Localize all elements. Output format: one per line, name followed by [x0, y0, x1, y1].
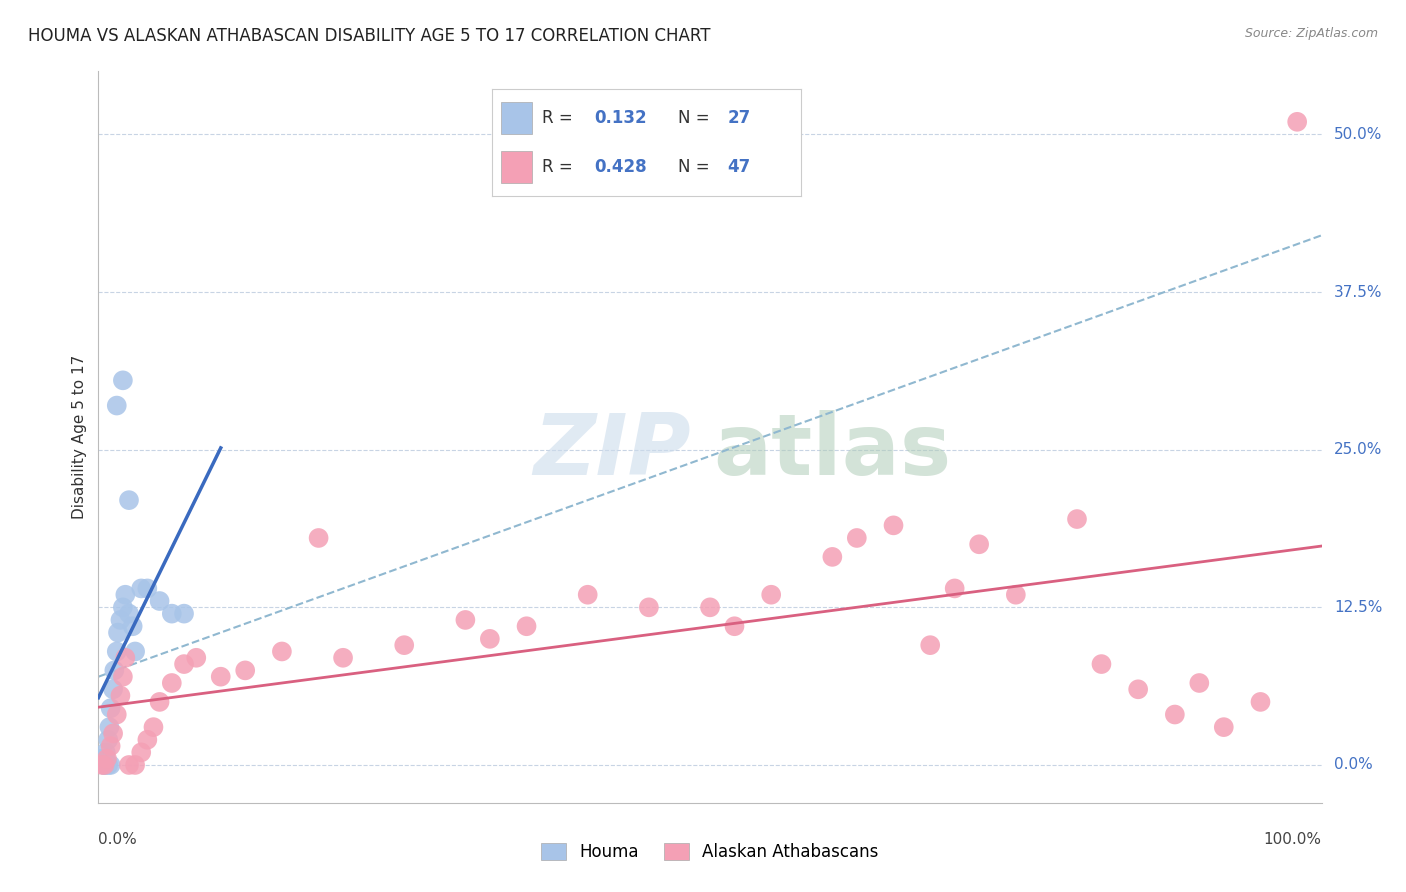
- Point: [821, 549, 844, 564]
- Point: [967, 537, 990, 551]
- Point: [101, 726, 124, 740]
- Point: [105, 707, 128, 722]
- Point: [142, 720, 165, 734]
- Text: 100.0%: 100.0%: [1264, 832, 1322, 847]
- Point: [478, 632, 501, 646]
- Point: [1286, 115, 1309, 129]
- Point: [111, 600, 134, 615]
- Point: [129, 745, 152, 759]
- Point: [118, 493, 141, 508]
- Text: N =: N =: [678, 109, 709, 127]
- Point: [91, 752, 114, 766]
- Point: [920, 638, 942, 652]
- FancyBboxPatch shape: [502, 152, 533, 184]
- Point: [93, 758, 115, 772]
- Point: [97, 732, 120, 747]
- Text: 27: 27: [727, 109, 751, 127]
- Point: [111, 373, 134, 387]
- Point: [94, 745, 117, 759]
- Point: [97, 758, 120, 772]
- Text: R =: R =: [541, 109, 572, 127]
- Text: HOUMA VS ALASKAN ATHABASCAN DISABILITY AGE 5 TO 17 CORRELATION CHART: HOUMA VS ALASKAN ATHABASCAN DISABILITY A…: [28, 27, 710, 45]
- Point: [114, 650, 136, 665]
- Point: [209, 670, 232, 684]
- Point: [1128, 682, 1150, 697]
- Text: 25.0%: 25.0%: [1334, 442, 1382, 458]
- Text: Source: ZipAtlas.com: Source: ZipAtlas.com: [1244, 27, 1378, 40]
- Point: [233, 664, 256, 678]
- Legend: Houma, Alaskan Athabascans: Houma, Alaskan Athabascans: [534, 836, 886, 868]
- Point: [105, 399, 128, 413]
- Point: [101, 682, 124, 697]
- Text: 47: 47: [727, 159, 751, 177]
- Point: [270, 644, 294, 658]
- Point: [124, 644, 146, 658]
- Point: [1250, 695, 1272, 709]
- Point: [1090, 657, 1112, 671]
- Point: [186, 650, 208, 665]
- Point: [100, 701, 122, 715]
- Text: atlas: atlas: [713, 410, 952, 493]
- Point: [93, 758, 115, 772]
- Point: [173, 607, 195, 621]
- Point: [1066, 512, 1088, 526]
- Point: [845, 531, 868, 545]
- Point: [103, 664, 125, 678]
- Point: [118, 607, 141, 621]
- Point: [173, 657, 195, 671]
- Point: [93, 758, 115, 772]
- FancyBboxPatch shape: [502, 102, 533, 134]
- Point: [332, 650, 354, 665]
- Point: [308, 531, 330, 545]
- Point: [121, 619, 143, 633]
- Text: 37.5%: 37.5%: [1334, 285, 1382, 300]
- Point: [516, 619, 538, 633]
- Point: [107, 625, 129, 640]
- Text: 0.0%: 0.0%: [1334, 757, 1372, 772]
- Point: [111, 670, 134, 684]
- Point: [160, 607, 183, 621]
- Point: [110, 689, 132, 703]
- Text: 12.5%: 12.5%: [1334, 599, 1382, 615]
- Text: 0.0%: 0.0%: [98, 832, 138, 847]
- Point: [91, 758, 114, 772]
- Point: [118, 758, 141, 772]
- Point: [1212, 720, 1234, 734]
- Point: [136, 732, 159, 747]
- Point: [637, 600, 661, 615]
- Point: [1004, 588, 1026, 602]
- Point: [883, 518, 905, 533]
- Point: [136, 582, 159, 596]
- Text: R =: R =: [541, 159, 572, 177]
- Point: [100, 758, 122, 772]
- Point: [129, 582, 152, 596]
- Y-axis label: Disability Age 5 to 17: Disability Age 5 to 17: [72, 355, 87, 519]
- Point: [699, 600, 721, 615]
- Text: 0.428: 0.428: [595, 159, 647, 177]
- Point: [149, 695, 172, 709]
- Point: [1188, 676, 1211, 690]
- Point: [105, 644, 128, 658]
- Point: [100, 739, 122, 753]
- Point: [576, 588, 599, 602]
- Text: 50.0%: 50.0%: [1334, 127, 1382, 142]
- Point: [98, 720, 121, 734]
- Point: [1164, 707, 1187, 722]
- Point: [114, 588, 136, 602]
- Point: [160, 676, 183, 690]
- Text: N =: N =: [678, 159, 709, 177]
- Text: ZIP: ZIP: [533, 410, 690, 493]
- Point: [454, 613, 477, 627]
- Point: [392, 638, 416, 652]
- Point: [124, 758, 146, 772]
- Point: [96, 752, 118, 766]
- Point: [723, 619, 745, 633]
- Point: [149, 594, 172, 608]
- Point: [943, 582, 966, 596]
- Point: [110, 613, 132, 627]
- Text: 0.132: 0.132: [595, 109, 647, 127]
- Point: [761, 588, 783, 602]
